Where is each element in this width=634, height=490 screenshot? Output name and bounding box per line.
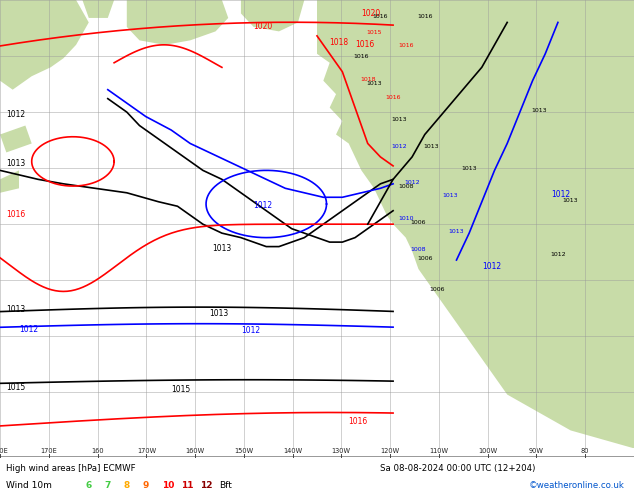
- Text: 150W: 150W: [235, 448, 254, 454]
- Text: 140W: 140W: [283, 448, 302, 454]
- Text: 1006: 1006: [417, 256, 432, 261]
- Text: 1008: 1008: [398, 184, 413, 189]
- Text: 1012: 1012: [550, 251, 566, 257]
- Polygon shape: [317, 0, 634, 448]
- Text: 11: 11: [181, 481, 193, 490]
- Text: 7: 7: [105, 481, 111, 490]
- Text: 1018: 1018: [360, 77, 375, 82]
- Text: 12: 12: [200, 481, 212, 490]
- Text: 1015: 1015: [171, 385, 190, 394]
- Text: 10: 10: [162, 481, 174, 490]
- Text: 1016: 1016: [417, 14, 432, 19]
- Text: 1015: 1015: [6, 383, 25, 392]
- Text: 1013: 1013: [424, 144, 439, 149]
- Text: 8: 8: [124, 481, 130, 490]
- Text: 1013: 1013: [6, 305, 25, 314]
- Text: 120W: 120W: [380, 448, 399, 454]
- Polygon shape: [0, 0, 89, 90]
- Polygon shape: [0, 125, 32, 152]
- Text: 1013: 1013: [212, 244, 231, 253]
- Text: 1016: 1016: [349, 416, 368, 426]
- Text: Wind 10m: Wind 10m: [6, 481, 52, 490]
- Text: 1016: 1016: [355, 40, 374, 49]
- Text: 1006: 1006: [411, 220, 426, 225]
- Text: 1013: 1013: [449, 229, 464, 234]
- Text: 100W: 100W: [478, 448, 497, 454]
- Text: 1012: 1012: [404, 180, 420, 185]
- Text: 1016: 1016: [398, 43, 413, 48]
- Polygon shape: [82, 0, 114, 18]
- Text: 160W: 160W: [186, 448, 205, 454]
- Text: 130W: 130W: [332, 448, 351, 454]
- Text: 1012: 1012: [482, 262, 501, 271]
- Text: 1013: 1013: [531, 108, 547, 113]
- Text: 1012: 1012: [392, 144, 407, 149]
- Polygon shape: [127, 0, 228, 45]
- Text: 1020: 1020: [361, 9, 380, 18]
- Text: 1013: 1013: [209, 309, 228, 318]
- Text: 9: 9: [143, 481, 149, 490]
- Text: ©weatheronline.co.uk: ©weatheronline.co.uk: [529, 481, 624, 490]
- Polygon shape: [241, 0, 304, 31]
- Polygon shape: [0, 171, 19, 193]
- Text: 1012: 1012: [254, 201, 273, 211]
- Text: 1015: 1015: [366, 29, 382, 35]
- Text: 1012: 1012: [19, 325, 38, 334]
- Text: 1016: 1016: [6, 210, 25, 220]
- Text: Bft: Bft: [219, 481, 231, 490]
- Text: Sa 08-08-2024 00:00 UTC (12+204): Sa 08-08-2024 00:00 UTC (12+204): [380, 464, 536, 473]
- Text: 1013: 1013: [462, 167, 477, 172]
- Text: 80: 80: [581, 448, 590, 454]
- Text: 170W: 170W: [137, 448, 156, 454]
- Text: 90W: 90W: [529, 448, 544, 454]
- Text: 1013: 1013: [6, 159, 25, 168]
- Text: 1012: 1012: [552, 190, 571, 199]
- Text: 1006: 1006: [430, 288, 445, 293]
- Text: 1016: 1016: [385, 95, 401, 99]
- Text: 1012: 1012: [241, 326, 260, 335]
- Text: 1013: 1013: [392, 117, 407, 122]
- Text: 1012: 1012: [6, 110, 25, 119]
- Text: 1016: 1016: [373, 14, 388, 19]
- Text: 1010: 1010: [398, 216, 413, 220]
- Text: 1008: 1008: [411, 247, 426, 252]
- Text: 1013: 1013: [443, 193, 458, 198]
- Text: 1013: 1013: [563, 198, 578, 203]
- Text: 160: 160: [91, 448, 104, 454]
- Text: 6: 6: [86, 481, 92, 490]
- Text: 1013: 1013: [366, 81, 382, 86]
- Text: 1018: 1018: [330, 38, 349, 47]
- Text: 170E: 170E: [41, 448, 57, 454]
- Text: 1020: 1020: [254, 22, 273, 31]
- Text: 110W: 110W: [429, 448, 448, 454]
- Text: 180E: 180E: [0, 448, 8, 454]
- Text: High wind areas [hPa] ECMWF: High wind areas [hPa] ECMWF: [6, 464, 136, 473]
- Text: 1016: 1016: [354, 54, 369, 59]
